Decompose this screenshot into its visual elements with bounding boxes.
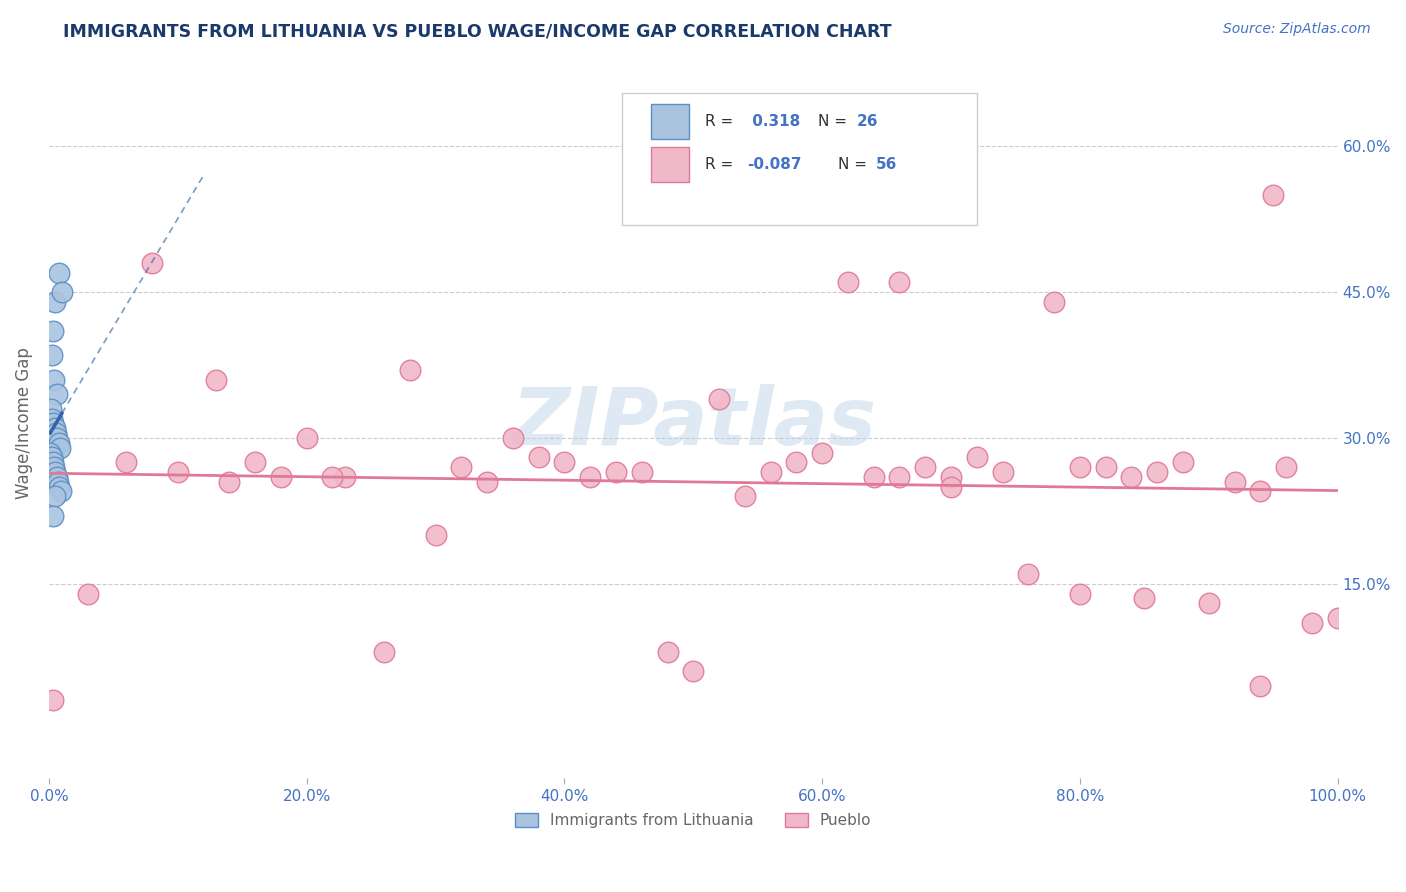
Point xyxy=(46,431,69,445)
Point xyxy=(45,426,67,441)
Point xyxy=(373,645,395,659)
Point xyxy=(1249,484,1271,499)
Point xyxy=(218,475,240,489)
Point xyxy=(425,528,447,542)
Point xyxy=(46,475,69,489)
Point xyxy=(889,470,911,484)
Point xyxy=(42,373,65,387)
Point xyxy=(1275,460,1298,475)
Text: IMMIGRANTS FROM LITHUANIA VS PUEBLO WAGE/INCOME GAP CORRELATION CHART: IMMIGRANTS FROM LITHUANIA VS PUEBLO WAGE… xyxy=(63,22,891,40)
Point xyxy=(42,455,65,469)
Point xyxy=(1069,586,1091,600)
Point xyxy=(45,470,67,484)
Point xyxy=(657,645,679,659)
Point xyxy=(1069,460,1091,475)
Point xyxy=(939,470,962,484)
Point xyxy=(335,470,357,484)
Point xyxy=(166,465,188,479)
Point xyxy=(837,276,859,290)
Point xyxy=(579,470,602,484)
Point xyxy=(44,421,66,435)
Point xyxy=(1301,615,1323,630)
Point xyxy=(295,431,318,445)
Point xyxy=(49,441,72,455)
Point xyxy=(243,455,266,469)
Point xyxy=(42,508,65,523)
Point xyxy=(39,445,62,459)
Point xyxy=(39,401,62,416)
Point xyxy=(42,693,65,707)
Point xyxy=(45,387,67,401)
Point xyxy=(1223,475,1246,489)
Point xyxy=(398,363,420,377)
Point xyxy=(44,294,66,309)
Point xyxy=(41,348,63,362)
Text: 56: 56 xyxy=(876,157,897,172)
Bar xyxy=(651,146,689,182)
Point xyxy=(1171,455,1194,469)
Point xyxy=(682,665,704,679)
Point xyxy=(475,475,498,489)
Point xyxy=(1043,294,1066,309)
Point xyxy=(1326,611,1348,625)
Point xyxy=(1121,470,1143,484)
Bar xyxy=(651,104,689,139)
Legend: Immigrants from Lithuania, Pueblo: Immigrants from Lithuania, Pueblo xyxy=(509,807,877,834)
Text: Source: ZipAtlas.com: Source: ZipAtlas.com xyxy=(1223,22,1371,37)
Point xyxy=(707,392,730,406)
Point xyxy=(630,465,652,479)
Point xyxy=(1198,596,1220,610)
FancyBboxPatch shape xyxy=(623,94,977,225)
Point xyxy=(785,455,807,469)
Point xyxy=(76,586,98,600)
Point xyxy=(991,465,1014,479)
Point xyxy=(759,465,782,479)
Point xyxy=(270,470,292,484)
Text: 26: 26 xyxy=(858,114,879,129)
Point xyxy=(41,411,63,425)
Text: N =: N = xyxy=(818,114,852,129)
Point xyxy=(115,455,138,469)
Point xyxy=(939,479,962,493)
Text: -0.087: -0.087 xyxy=(748,157,801,172)
Point xyxy=(862,470,884,484)
Point xyxy=(450,460,472,475)
Point xyxy=(48,479,70,493)
Point xyxy=(553,455,575,469)
Point xyxy=(141,256,163,270)
Point xyxy=(42,460,65,475)
Point xyxy=(1094,460,1116,475)
Point xyxy=(966,450,988,465)
Point xyxy=(48,266,70,280)
Point xyxy=(502,431,524,445)
Text: N =: N = xyxy=(838,157,872,172)
Point xyxy=(1133,591,1156,606)
Point xyxy=(41,450,63,465)
Point xyxy=(48,435,70,450)
Text: 0.318: 0.318 xyxy=(748,114,800,129)
Text: R =: R = xyxy=(704,157,738,172)
Point xyxy=(527,450,550,465)
Point xyxy=(1146,465,1168,479)
Text: ZIPatlas: ZIPatlas xyxy=(510,384,876,462)
Point xyxy=(44,489,66,503)
Point xyxy=(1249,679,1271,693)
Point xyxy=(42,417,65,431)
Point xyxy=(605,465,627,479)
Point xyxy=(1263,188,1285,202)
Point xyxy=(889,276,911,290)
Point xyxy=(205,373,228,387)
Point xyxy=(734,489,756,503)
Point xyxy=(51,285,73,299)
Point xyxy=(49,484,72,499)
Point xyxy=(44,465,66,479)
Text: R =: R = xyxy=(704,114,738,129)
Point xyxy=(1017,567,1039,582)
Point xyxy=(914,460,936,475)
Y-axis label: Wage/Income Gap: Wage/Income Gap xyxy=(15,348,32,500)
Point xyxy=(321,470,343,484)
Point xyxy=(811,445,834,459)
Point xyxy=(42,324,65,338)
